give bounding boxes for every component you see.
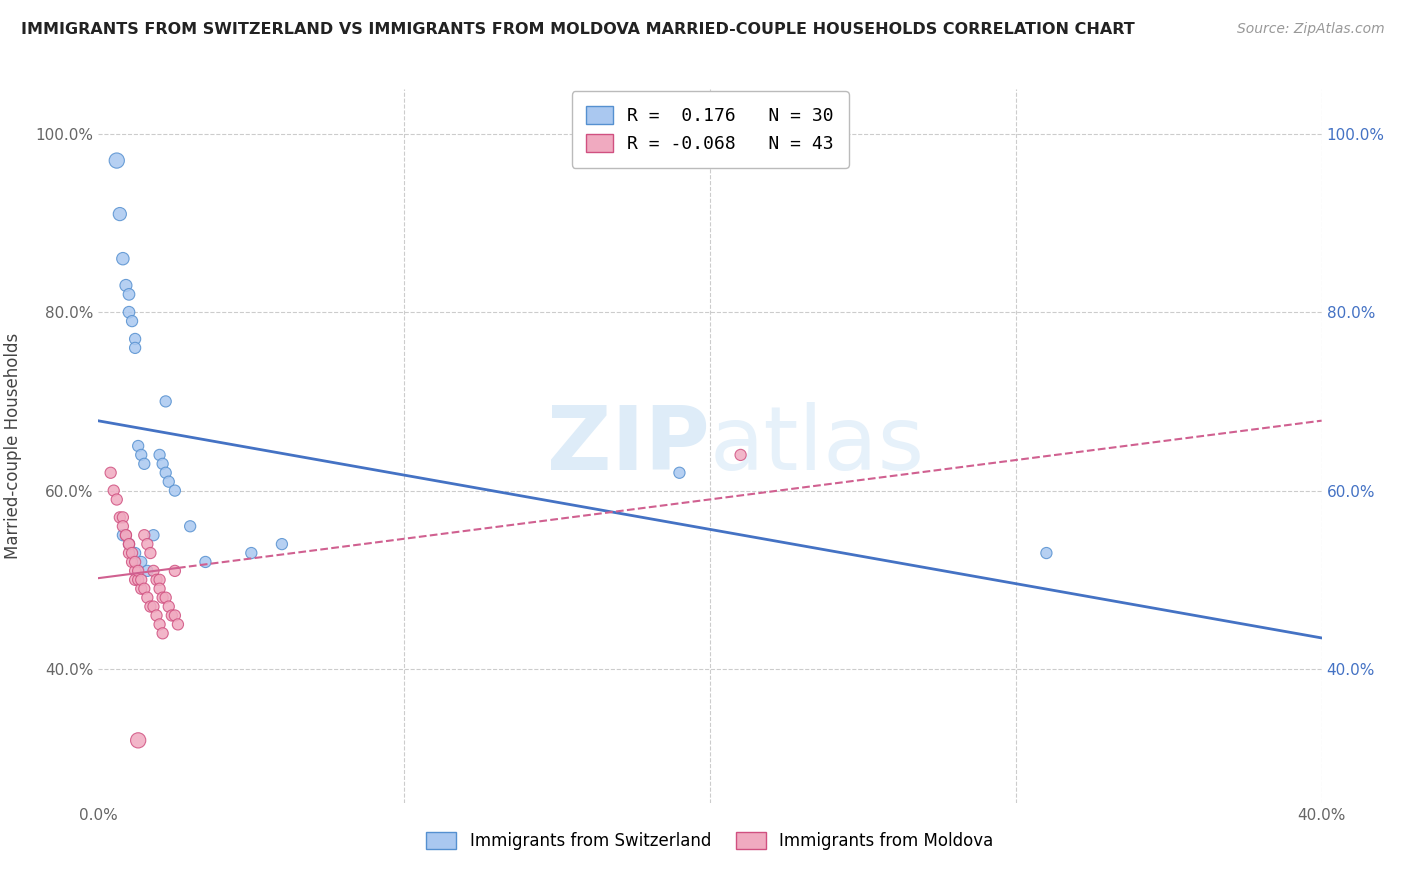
Point xyxy=(121,546,143,560)
Point xyxy=(134,582,156,596)
Point xyxy=(103,483,125,498)
Point xyxy=(129,573,152,587)
Text: Source: ZipAtlas.com: Source: ZipAtlas.com xyxy=(1237,22,1385,37)
Point xyxy=(145,608,167,623)
Point xyxy=(139,599,162,614)
Point xyxy=(145,573,167,587)
Point xyxy=(129,555,152,569)
Point xyxy=(124,564,146,578)
Point xyxy=(127,439,149,453)
Point xyxy=(157,599,180,614)
Point xyxy=(142,599,165,614)
Point xyxy=(149,582,172,596)
Point xyxy=(155,591,177,605)
Point xyxy=(139,546,162,560)
Point xyxy=(149,573,172,587)
Point xyxy=(118,546,141,560)
Point xyxy=(111,519,134,533)
Point xyxy=(152,457,174,471)
Point xyxy=(163,564,186,578)
Point xyxy=(1035,546,1057,560)
Point xyxy=(194,555,217,569)
Point xyxy=(668,466,690,480)
Point xyxy=(134,457,156,471)
Point xyxy=(100,466,122,480)
Point xyxy=(152,626,174,640)
Point xyxy=(121,555,143,569)
Point xyxy=(118,287,141,301)
Point xyxy=(149,617,172,632)
Point xyxy=(136,537,159,551)
Point xyxy=(124,546,146,560)
Point xyxy=(124,332,146,346)
Point xyxy=(115,528,138,542)
Text: IMMIGRANTS FROM SWITZERLAND VS IMMIGRANTS FROM MOLDOVA MARRIED-COUPLE HOUSEHOLDS: IMMIGRANTS FROM SWITZERLAND VS IMMIGRANT… xyxy=(21,22,1135,37)
Point xyxy=(108,207,131,221)
Point xyxy=(121,314,143,328)
Point xyxy=(105,492,128,507)
Point xyxy=(105,153,128,168)
Point xyxy=(142,564,165,578)
Point xyxy=(108,510,131,524)
Point xyxy=(157,475,180,489)
Point xyxy=(152,591,174,605)
Point xyxy=(240,546,263,560)
Point xyxy=(115,528,138,542)
Point xyxy=(118,537,141,551)
Point xyxy=(129,582,152,596)
Point xyxy=(179,519,201,533)
Point xyxy=(136,564,159,578)
Point xyxy=(163,608,186,623)
Point xyxy=(118,537,141,551)
Point xyxy=(155,466,177,480)
Point xyxy=(124,555,146,569)
Point xyxy=(118,537,141,551)
Point xyxy=(270,537,292,551)
Point xyxy=(160,608,183,623)
Point xyxy=(124,573,146,587)
Point xyxy=(134,528,156,542)
Point xyxy=(155,394,177,409)
Point xyxy=(142,528,165,542)
Point xyxy=(111,510,134,524)
Point xyxy=(163,483,186,498)
Point xyxy=(111,528,134,542)
Y-axis label: Married-couple Households: Married-couple Households xyxy=(4,333,21,559)
Point xyxy=(127,564,149,578)
Point xyxy=(149,448,172,462)
Text: atlas: atlas xyxy=(710,402,925,490)
Text: ZIP: ZIP xyxy=(547,402,710,490)
Point xyxy=(730,448,752,462)
Point xyxy=(115,278,138,293)
Point xyxy=(111,252,134,266)
Point xyxy=(136,591,159,605)
Point xyxy=(118,305,141,319)
Point xyxy=(129,448,152,462)
Point xyxy=(124,341,146,355)
Point xyxy=(127,733,149,747)
Point xyxy=(167,617,190,632)
Legend: Immigrants from Switzerland, Immigrants from Moldova: Immigrants from Switzerland, Immigrants … xyxy=(418,824,1002,859)
Point xyxy=(127,573,149,587)
